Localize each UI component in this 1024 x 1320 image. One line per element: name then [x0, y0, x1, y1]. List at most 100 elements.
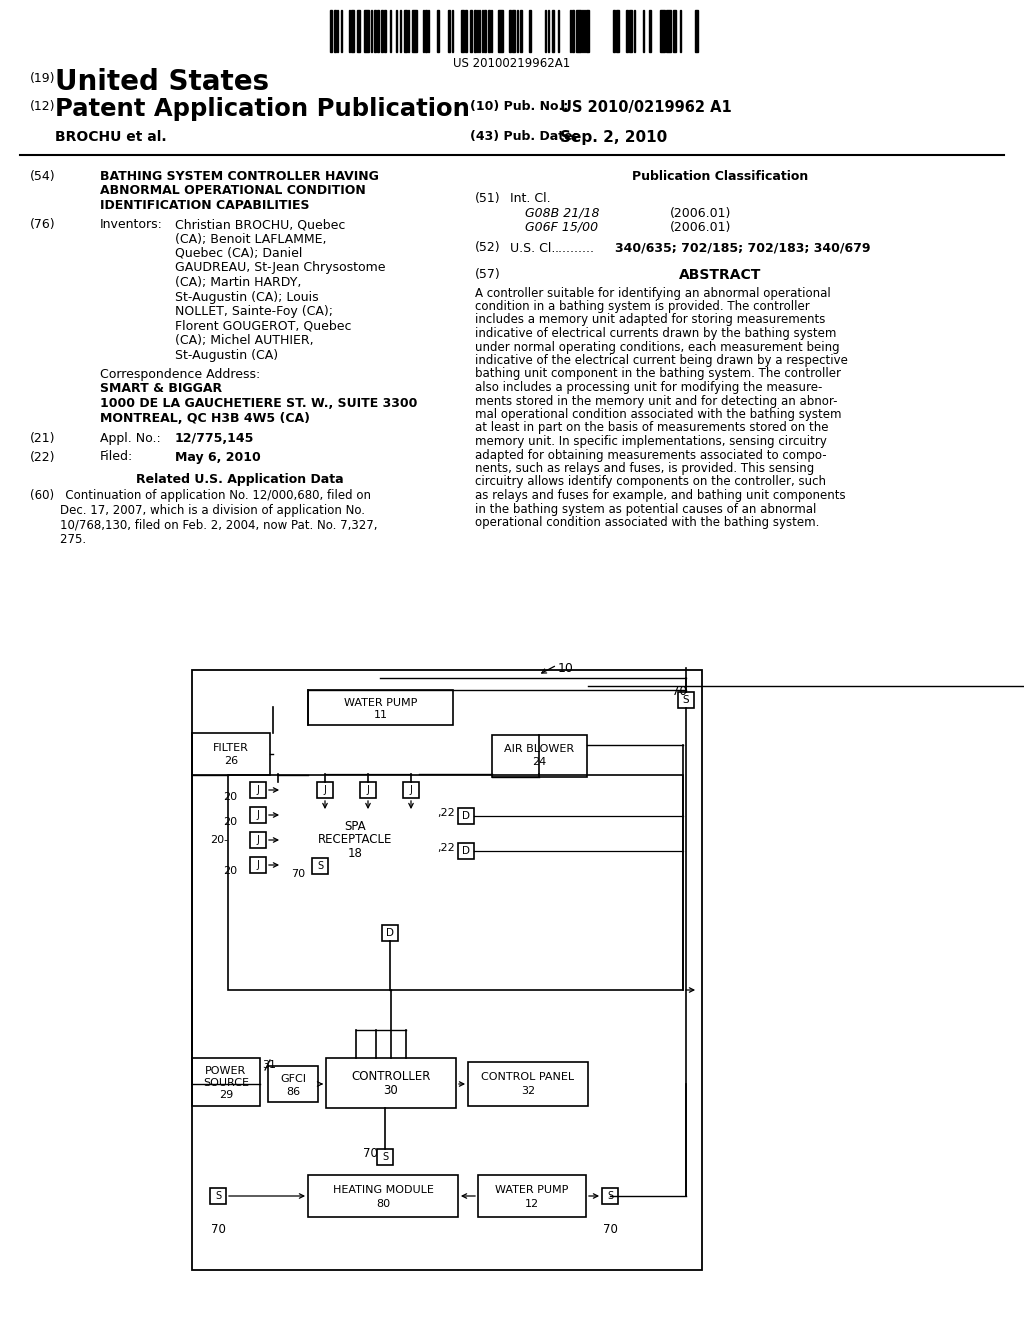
Text: Christian BROCHU, Quebec: Christian BROCHU, Quebec — [175, 218, 345, 231]
Text: SPA: SPA — [344, 820, 366, 833]
Bar — [520, 11, 522, 51]
Text: D: D — [386, 928, 394, 939]
Text: mal operational condition associated with the bathing system: mal operational condition associated wit… — [475, 408, 842, 421]
Bar — [250, 781, 266, 799]
Text: St-Augustin (CA): St-Augustin (CA) — [175, 348, 279, 362]
Text: J: J — [410, 785, 413, 795]
Text: Publication Classification: Publication Classification — [632, 170, 808, 183]
Text: ABNORMAL OPERATIONAL CONDITION: ABNORMAL OPERATIONAL CONDITION — [100, 185, 366, 198]
Bar — [660, 11, 665, 51]
Text: 70: 70 — [672, 685, 687, 698]
Text: 275.: 275. — [30, 533, 86, 546]
Bar — [468, 1063, 588, 1106]
Text: (19): (19) — [30, 73, 55, 84]
Bar — [626, 11, 628, 51]
Text: bathing unit component in the bathing system. The controller: bathing unit component in the bathing sy… — [475, 367, 841, 380]
Text: at least in part on the basis of measurements stored on the: at least in part on the basis of measure… — [475, 421, 828, 434]
Text: 11: 11 — [374, 710, 387, 719]
Text: 26: 26 — [224, 756, 238, 766]
Text: S: S — [215, 1191, 221, 1201]
Bar — [695, 11, 698, 51]
Bar — [382, 925, 398, 941]
Text: (10) Pub. No.:: (10) Pub. No.: — [470, 100, 568, 114]
Bar — [381, 11, 383, 51]
Text: S: S — [317, 861, 323, 871]
Text: 12/775,145: 12/775,145 — [175, 432, 254, 445]
Bar — [250, 832, 266, 847]
Text: ,22: ,22 — [437, 843, 455, 853]
Text: D: D — [462, 810, 470, 821]
Text: 20: 20 — [223, 817, 237, 828]
Text: 32: 32 — [521, 1086, 536, 1096]
Bar — [425, 11, 427, 51]
Text: S: S — [683, 696, 689, 705]
Text: Quebec (CA); Daniel: Quebec (CA); Daniel — [175, 247, 302, 260]
Text: 10: 10 — [558, 663, 573, 675]
Text: US 2010/0219962 A1: US 2010/0219962 A1 — [560, 100, 732, 115]
Text: BROCHU et al.: BROCHU et al. — [55, 129, 167, 144]
Text: Sep. 2, 2010: Sep. 2, 2010 — [560, 129, 668, 145]
Text: Inventors:: Inventors: — [100, 218, 163, 231]
Text: 18: 18 — [347, 847, 362, 861]
Text: D: D — [462, 846, 470, 855]
Text: ABSTRACT: ABSTRACT — [679, 268, 761, 282]
Text: SOURCE: SOURCE — [203, 1078, 249, 1088]
Bar — [360, 781, 376, 799]
Bar — [498, 11, 503, 51]
Text: 70: 70 — [211, 1224, 225, 1236]
Bar — [364, 11, 369, 51]
Text: U.S. Cl.: U.S. Cl. — [510, 242, 555, 255]
Text: WATER PUMP: WATER PUMP — [344, 698, 417, 708]
Bar — [478, 1175, 586, 1217]
Text: J: J — [367, 785, 370, 795]
Text: 20: 20 — [223, 866, 237, 876]
Text: (43) Pub. Date:: (43) Pub. Date: — [470, 129, 578, 143]
Text: 1000 DE LA GAUCHETIERE ST. W., SUITE 3300: 1000 DE LA GAUCHETIERE ST. W., SUITE 330… — [100, 397, 418, 411]
Text: J: J — [257, 785, 259, 795]
Bar — [193, 671, 702, 1270]
Bar — [529, 11, 531, 51]
Text: 20: 20 — [223, 792, 237, 803]
Bar — [449, 11, 450, 51]
Text: GAUDREAU, St-Jean Chrysostome: GAUDREAU, St-Jean Chrysostome — [175, 261, 385, 275]
Text: 80: 80 — [376, 1199, 390, 1209]
Text: Patent Application Publication: Patent Application Publication — [55, 96, 470, 121]
Bar — [268, 1067, 318, 1102]
Text: (CA); Martin HARDY,: (CA); Martin HARDY, — [175, 276, 301, 289]
Text: includes a memory unit adapted for storing measurements: includes a memory unit adapted for stori… — [475, 314, 825, 326]
Text: May 6, 2010: May 6, 2010 — [175, 450, 261, 463]
Text: WATER PUMP: WATER PUMP — [496, 1185, 568, 1195]
Bar — [437, 11, 439, 51]
Text: A controller suitable for identifying an abnormal operational: A controller suitable for identifying an… — [475, 286, 830, 300]
Bar — [465, 11, 467, 51]
Bar — [629, 11, 632, 51]
Text: BATHING SYSTEM CONTROLLER HAVING: BATHING SYSTEM CONTROLLER HAVING — [100, 170, 379, 183]
Bar — [412, 11, 417, 51]
Bar — [666, 11, 671, 51]
Bar — [384, 11, 386, 51]
Bar — [484, 11, 486, 51]
Bar — [678, 692, 694, 708]
Text: Int. Cl.: Int. Cl. — [510, 191, 551, 205]
Text: 86: 86 — [286, 1086, 300, 1097]
Text: Filed:: Filed: — [100, 450, 133, 463]
Text: MONTREAL, QC H3B 4W5 (CA): MONTREAL, QC H3B 4W5 (CA) — [100, 412, 310, 425]
Text: J: J — [257, 810, 259, 820]
Text: G06F 15/00: G06F 15/00 — [525, 220, 598, 234]
Bar — [193, 733, 270, 775]
Bar — [572, 11, 574, 51]
Text: adapted for obtaining measurements associated to compo-: adapted for obtaining measurements assoc… — [475, 449, 826, 462]
Text: J: J — [257, 861, 259, 870]
Text: memory unit. In specific implementations, sensing circuitry: memory unit. In specific implementations… — [475, 436, 826, 447]
Bar — [552, 11, 554, 51]
Bar — [228, 775, 683, 990]
Text: (2006.01): (2006.01) — [670, 206, 731, 219]
Bar — [649, 11, 651, 51]
Bar — [250, 857, 266, 873]
Text: US 20100219962A1: US 20100219962A1 — [454, 57, 570, 70]
Bar — [193, 1059, 260, 1106]
Text: 30: 30 — [384, 1084, 398, 1097]
Bar — [377, 11, 379, 51]
Text: indicative of the electrical current being drawn by a respective: indicative of the electrical current bei… — [475, 354, 848, 367]
Text: in the bathing system as potential causes of an abnormal: in the bathing system as potential cause… — [475, 503, 816, 516]
